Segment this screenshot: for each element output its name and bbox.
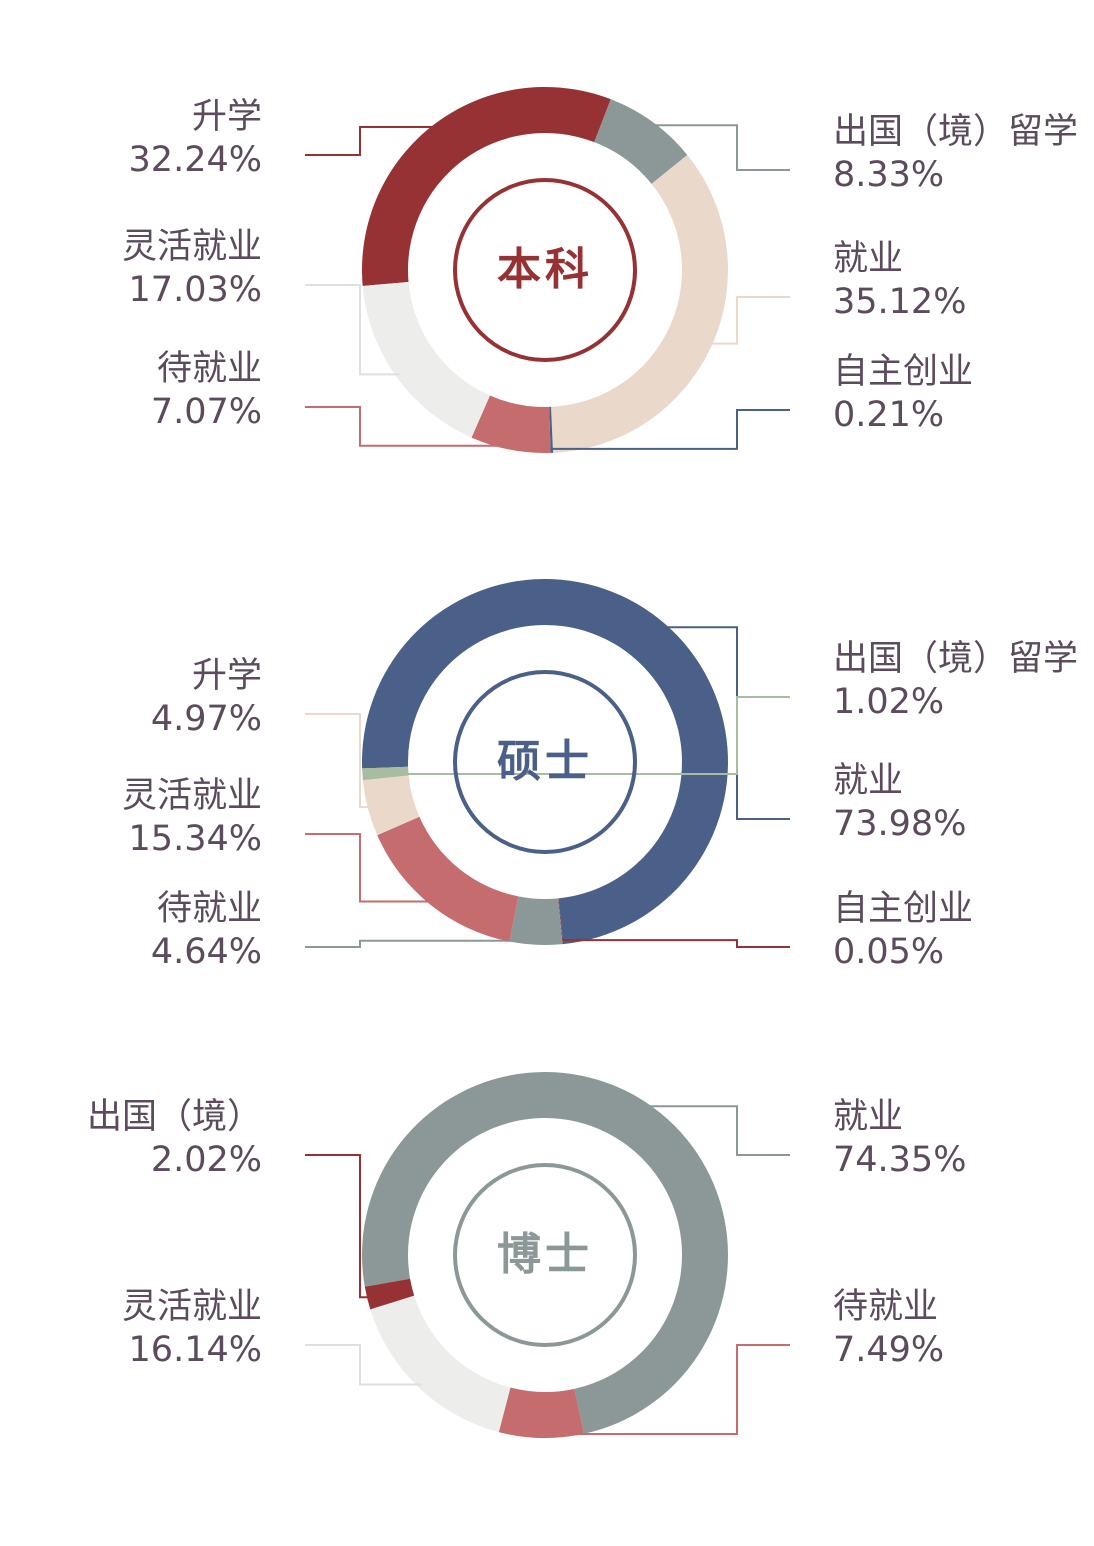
segment-label: 出国（境）留学 <box>833 112 1078 152</box>
leader-line <box>541 1344 790 1435</box>
donut-segment <box>558 898 564 945</box>
segment-label: 出国（境）留学 <box>833 639 1078 679</box>
segment-label: 灵活就业 <box>122 1287 262 1327</box>
value-label: 1.02% <box>833 682 944 722</box>
segment-label: 升学 <box>192 97 262 137</box>
leader-line <box>366 696 790 775</box>
value-label: 15.34% <box>129 819 262 859</box>
value-label: 74.35% <box>833 1140 966 1180</box>
donut-segment <box>370 1295 511 1433</box>
center-title: 博士 <box>497 1229 593 1280</box>
donut-segment <box>549 406 554 453</box>
segment-label: 待就业 <box>833 1287 938 1327</box>
segment-label: 待就业 <box>157 889 262 929</box>
leader-line <box>305 833 433 903</box>
leader-line <box>305 1344 422 1386</box>
value-label: 2.02% <box>151 1140 262 1180</box>
segment-label: 自主创业 <box>833 889 973 929</box>
center-title: 本科 <box>497 244 593 295</box>
segment-label: 就业 <box>833 761 903 801</box>
leader-line <box>305 406 511 447</box>
value-label: 8.33% <box>833 155 944 195</box>
segment-label: 升学 <box>192 656 262 696</box>
leader-line <box>551 409 790 450</box>
donut-segment <box>471 395 551 453</box>
donut-segment <box>362 86 611 286</box>
leader-line <box>650 124 790 171</box>
segment-label: 就业 <box>833 1097 903 1137</box>
segment-label: 自主创业 <box>833 352 973 392</box>
leader-line <box>305 939 537 948</box>
segment-label: 灵活就业 <box>122 776 262 816</box>
leader-line <box>305 713 372 809</box>
value-label: 0.05% <box>833 932 944 972</box>
donut-segment <box>498 1387 585 1439</box>
segment-label: 出国（境） <box>87 1097 262 1137</box>
segment-label: 待就业 <box>157 349 262 389</box>
segment-label: 就业 <box>833 239 903 279</box>
value-label: 32.24% <box>129 140 262 180</box>
leader-line <box>305 284 400 376</box>
value-label: 17.03% <box>129 270 262 310</box>
leader-line <box>305 1154 372 1299</box>
value-label: 0.21% <box>833 395 944 435</box>
donut-segment <box>362 775 420 836</box>
donut-segment <box>594 99 688 184</box>
center-ring <box>453 178 637 362</box>
leader-line <box>708 296 790 345</box>
leader-line <box>562 939 790 948</box>
center-ring <box>453 670 637 854</box>
value-label: 73.98% <box>833 804 966 844</box>
donut-segment <box>377 816 519 942</box>
leader-line <box>305 125 438 156</box>
leader-line <box>644 1105 790 1156</box>
donut-segment <box>362 281 490 438</box>
donut-segment <box>551 154 728 453</box>
center-title: 硕士 <box>497 736 593 787</box>
donut-segment <box>509 896 563 945</box>
value-label: 7.49% <box>833 1330 944 1370</box>
donut-segment <box>364 1278 415 1310</box>
value-label: 7.07% <box>151 392 262 432</box>
value-label: 4.97% <box>151 699 262 739</box>
center-ring <box>453 1163 637 1347</box>
value-label: 35.12% <box>833 282 966 322</box>
value-label: 4.64% <box>151 932 262 972</box>
value-label: 16.14% <box>129 1330 262 1370</box>
segment-label: 灵活就业 <box>122 227 262 267</box>
